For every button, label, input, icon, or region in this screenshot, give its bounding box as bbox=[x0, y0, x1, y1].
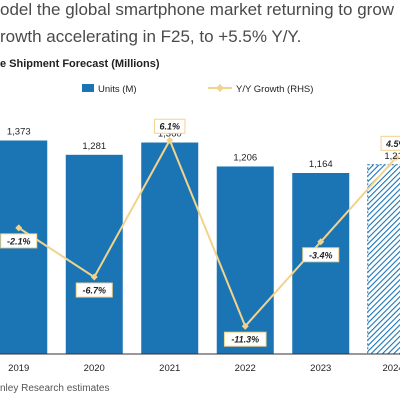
legend-label-units: Units (M) bbox=[98, 84, 137, 95]
bar-value-label-2020: 1,281 bbox=[82, 141, 106, 152]
growth-label-box-2020 bbox=[75, 282, 113, 298]
x-tick-label-2019: 2019 bbox=[8, 363, 29, 374]
growth-label-2021: 6.1% bbox=[159, 122, 180, 132]
x-tick-label-2023: 2023 bbox=[310, 363, 331, 374]
growth-label-box-2022 bbox=[223, 331, 267, 347]
x-tick-label-2024E: 2024E bbox=[383, 363, 400, 374]
growth-label-2022: -11.3% bbox=[231, 335, 259, 345]
growth-point-2021 bbox=[166, 136, 174, 144]
growth-label-2020: -6.7% bbox=[82, 286, 106, 296]
bar-value-label-2022: 1,206 bbox=[233, 152, 257, 163]
growth-point-2024E bbox=[392, 153, 400, 161]
bar-value-label-2019: 1,373 bbox=[7, 126, 31, 137]
growth-point-2022 bbox=[241, 322, 249, 330]
x-tick-label-2020: 2020 bbox=[84, 363, 105, 374]
bar-value-label-2023: 1,164 bbox=[309, 159, 333, 170]
growth-label-box-2024E bbox=[380, 135, 400, 151]
headline-line-2: rowth accelerating in F25, to +5.5% Y/Y. bbox=[0, 27, 302, 46]
growth-label-box-2021 bbox=[154, 118, 186, 134]
bar-2020 bbox=[65, 154, 123, 354]
growth-point-2023 bbox=[317, 238, 325, 246]
growth-point-2020 bbox=[90, 273, 98, 281]
bar-2024E bbox=[367, 164, 400, 355]
growth-label-2019: -2.1% bbox=[7, 236, 31, 246]
chart-title: e Shipment Forecast (Millions) bbox=[0, 58, 160, 70]
growth-label-box-2019 bbox=[0, 233, 38, 249]
legend-label-growth: Y/Y Growth (RHS) bbox=[236, 84, 313, 95]
headline-line-1: odel the global smartphone market return… bbox=[0, 0, 395, 19]
growth-label-2023: -3.4% bbox=[309, 250, 333, 260]
legend-marker-growth bbox=[216, 84, 224, 92]
legend-swatch-units bbox=[82, 84, 94, 92]
x-tick-label-2022: 2022 bbox=[235, 363, 256, 374]
bar-2021 bbox=[141, 142, 199, 354]
bar-value-label-2021: 1,360 bbox=[158, 129, 182, 140]
growth-label-2024E: 4.5% bbox=[385, 139, 400, 149]
source-note: nley Research estimates bbox=[0, 383, 110, 394]
growth-line bbox=[18, 137, 397, 329]
x-tick-label-2021: 2021 bbox=[159, 363, 180, 374]
growth-point-2019 bbox=[15, 224, 23, 232]
growth-label-box-2023 bbox=[302, 247, 340, 263]
bar-value-label-2024E: 1,217 bbox=[384, 151, 400, 162]
